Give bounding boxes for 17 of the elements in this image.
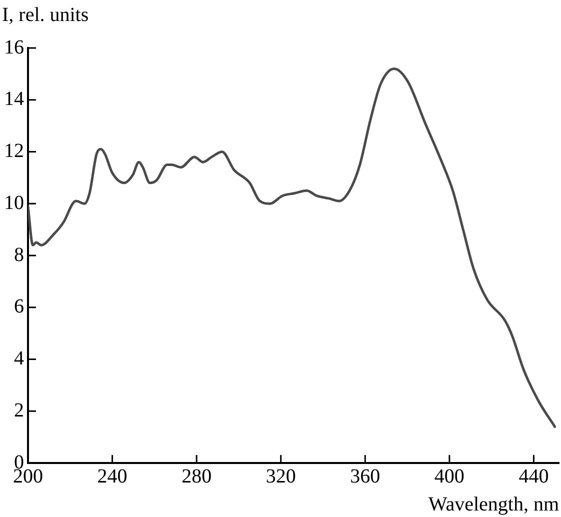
x-tick-label: 320 — [266, 465, 296, 488]
y-tick-label: 8 — [14, 244, 24, 266]
line-series — [28, 68, 556, 428]
x-tick-label: 440 — [518, 465, 549, 488]
x-axis-title: Wavelength, nm — [428, 493, 560, 516]
y-tick-label: 6 — [14, 296, 24, 318]
y-tick-label: 4 — [14, 348, 24, 370]
x-tick-label: 400 — [434, 465, 464, 488]
x-tick-label: 240 — [97, 465, 128, 488]
y-tick-label: 12 — [4, 140, 24, 162]
x-tick-label: 360 — [350, 465, 380, 488]
y-tick-label: 16 — [4, 36, 24, 58]
y-tick-label: 10 — [4, 192, 24, 214]
y-tick-label: 14 — [4, 88, 24, 110]
x-tick-label: 280 — [182, 465, 212, 488]
y-tick-label: 2 — [14, 399, 24, 422]
y-axis-title: I, rel. units — [2, 4, 89, 27]
